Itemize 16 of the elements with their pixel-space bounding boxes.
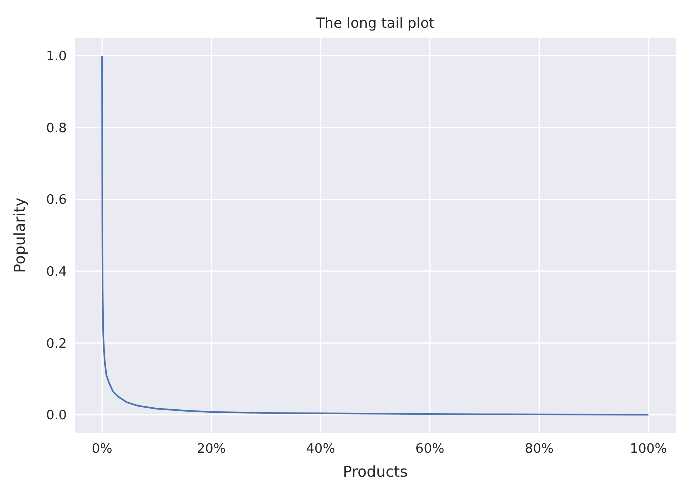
- line-series: [102, 55, 650, 416]
- y-tick-label: 0.2: [46, 336, 67, 352]
- y-tick-label: 0.6: [46, 193, 67, 208]
- y-tick-label: 0.0: [46, 408, 67, 424]
- x-tick-label: 60%: [416, 442, 445, 457]
- x-axis-title: Products: [343, 463, 408, 481]
- y-axis-title: Popularity: [11, 198, 29, 274]
- y-tick-label: 1.0: [46, 50, 67, 65]
- chart-title: The long tail plot: [315, 16, 436, 32]
- y-tick-label: 0.4: [46, 264, 67, 280]
- x-tick-label: 40%: [306, 442, 336, 457]
- x-tick-label: 0%: [92, 442, 113, 457]
- x-tick-label: 100%: [630, 442, 668, 457]
- x-tick-label: 20%: [197, 442, 226, 457]
- y-tick-label: 0.8: [46, 121, 67, 136]
- x-tick-label: 80%: [524, 442, 554, 457]
